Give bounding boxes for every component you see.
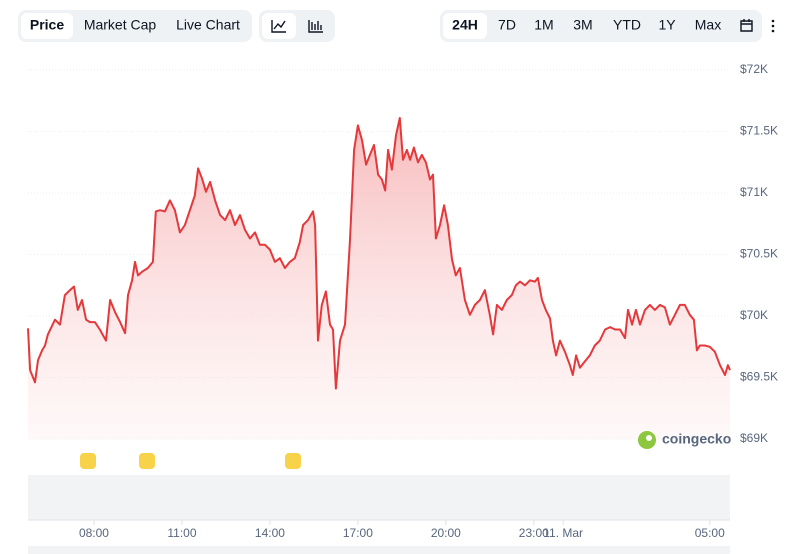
volume-strip (28, 475, 730, 520)
x-tick-label: 11:00 (167, 526, 196, 540)
price-line (27, 117, 731, 390)
candle-icon[interactable] (308, 20, 323, 33)
event-marker[interactable] (285, 453, 301, 469)
view-tabs (18, 10, 252, 42)
y-tick-label: $70.5K (740, 247, 778, 261)
tab[interactable]: Market Cap (84, 17, 157, 33)
x-tick-label: 17:00 (343, 526, 373, 540)
range-tab[interactable]: 24H (452, 17, 478, 33)
x-tick-label: 05:00 (695, 526, 725, 540)
y-tick-label: $72K (740, 62, 768, 76)
event-marker[interactable] (139, 453, 155, 469)
line-chart-button[interactable] (262, 13, 296, 39)
navigator (28, 546, 730, 554)
event-markers (80, 453, 301, 469)
range-tab[interactable]: Max (695, 17, 721, 33)
calendar-icon[interactable] (740, 19, 753, 32)
line-icon (271, 20, 286, 33)
x-tick-label: 23:00 (519, 526, 549, 540)
range-tab[interactable]: 3M (573, 17, 592, 33)
y-tick-label: $71.5K (740, 124, 778, 138)
x-tick-label: 08:00 (79, 526, 109, 540)
price-area (28, 118, 730, 439)
range-tab[interactable]: 1M (534, 17, 553, 33)
y-tick-label: $70K (740, 308, 768, 322)
x-tick-label: 14:00 (255, 526, 285, 540)
y-tick-label: $69.5K (740, 370, 778, 384)
x-tick-label: 11. Mar (543, 526, 583, 540)
range-tab[interactable]: YTD (613, 17, 641, 33)
y-tick-label: $69K (740, 431, 768, 445)
range-tab[interactable]: 1Y (658, 17, 676, 33)
range-tab[interactable]: 7D (498, 17, 516, 33)
more-icon[interactable] (771, 19, 775, 33)
range-tabs (440, 10, 762, 42)
event-marker[interactable] (80, 453, 96, 469)
brand-name: coingecko (662, 431, 731, 447)
tab[interactable]: Price (30, 17, 64, 33)
tab[interactable]: Live Chart (176, 17, 240, 33)
active-tab (21, 13, 73, 39)
x-tick-label: 20:00 (431, 526, 461, 540)
y-tick-label: $71K (740, 185, 768, 199)
active-range (443, 13, 487, 39)
brand-logo-eye (646, 435, 652, 441)
